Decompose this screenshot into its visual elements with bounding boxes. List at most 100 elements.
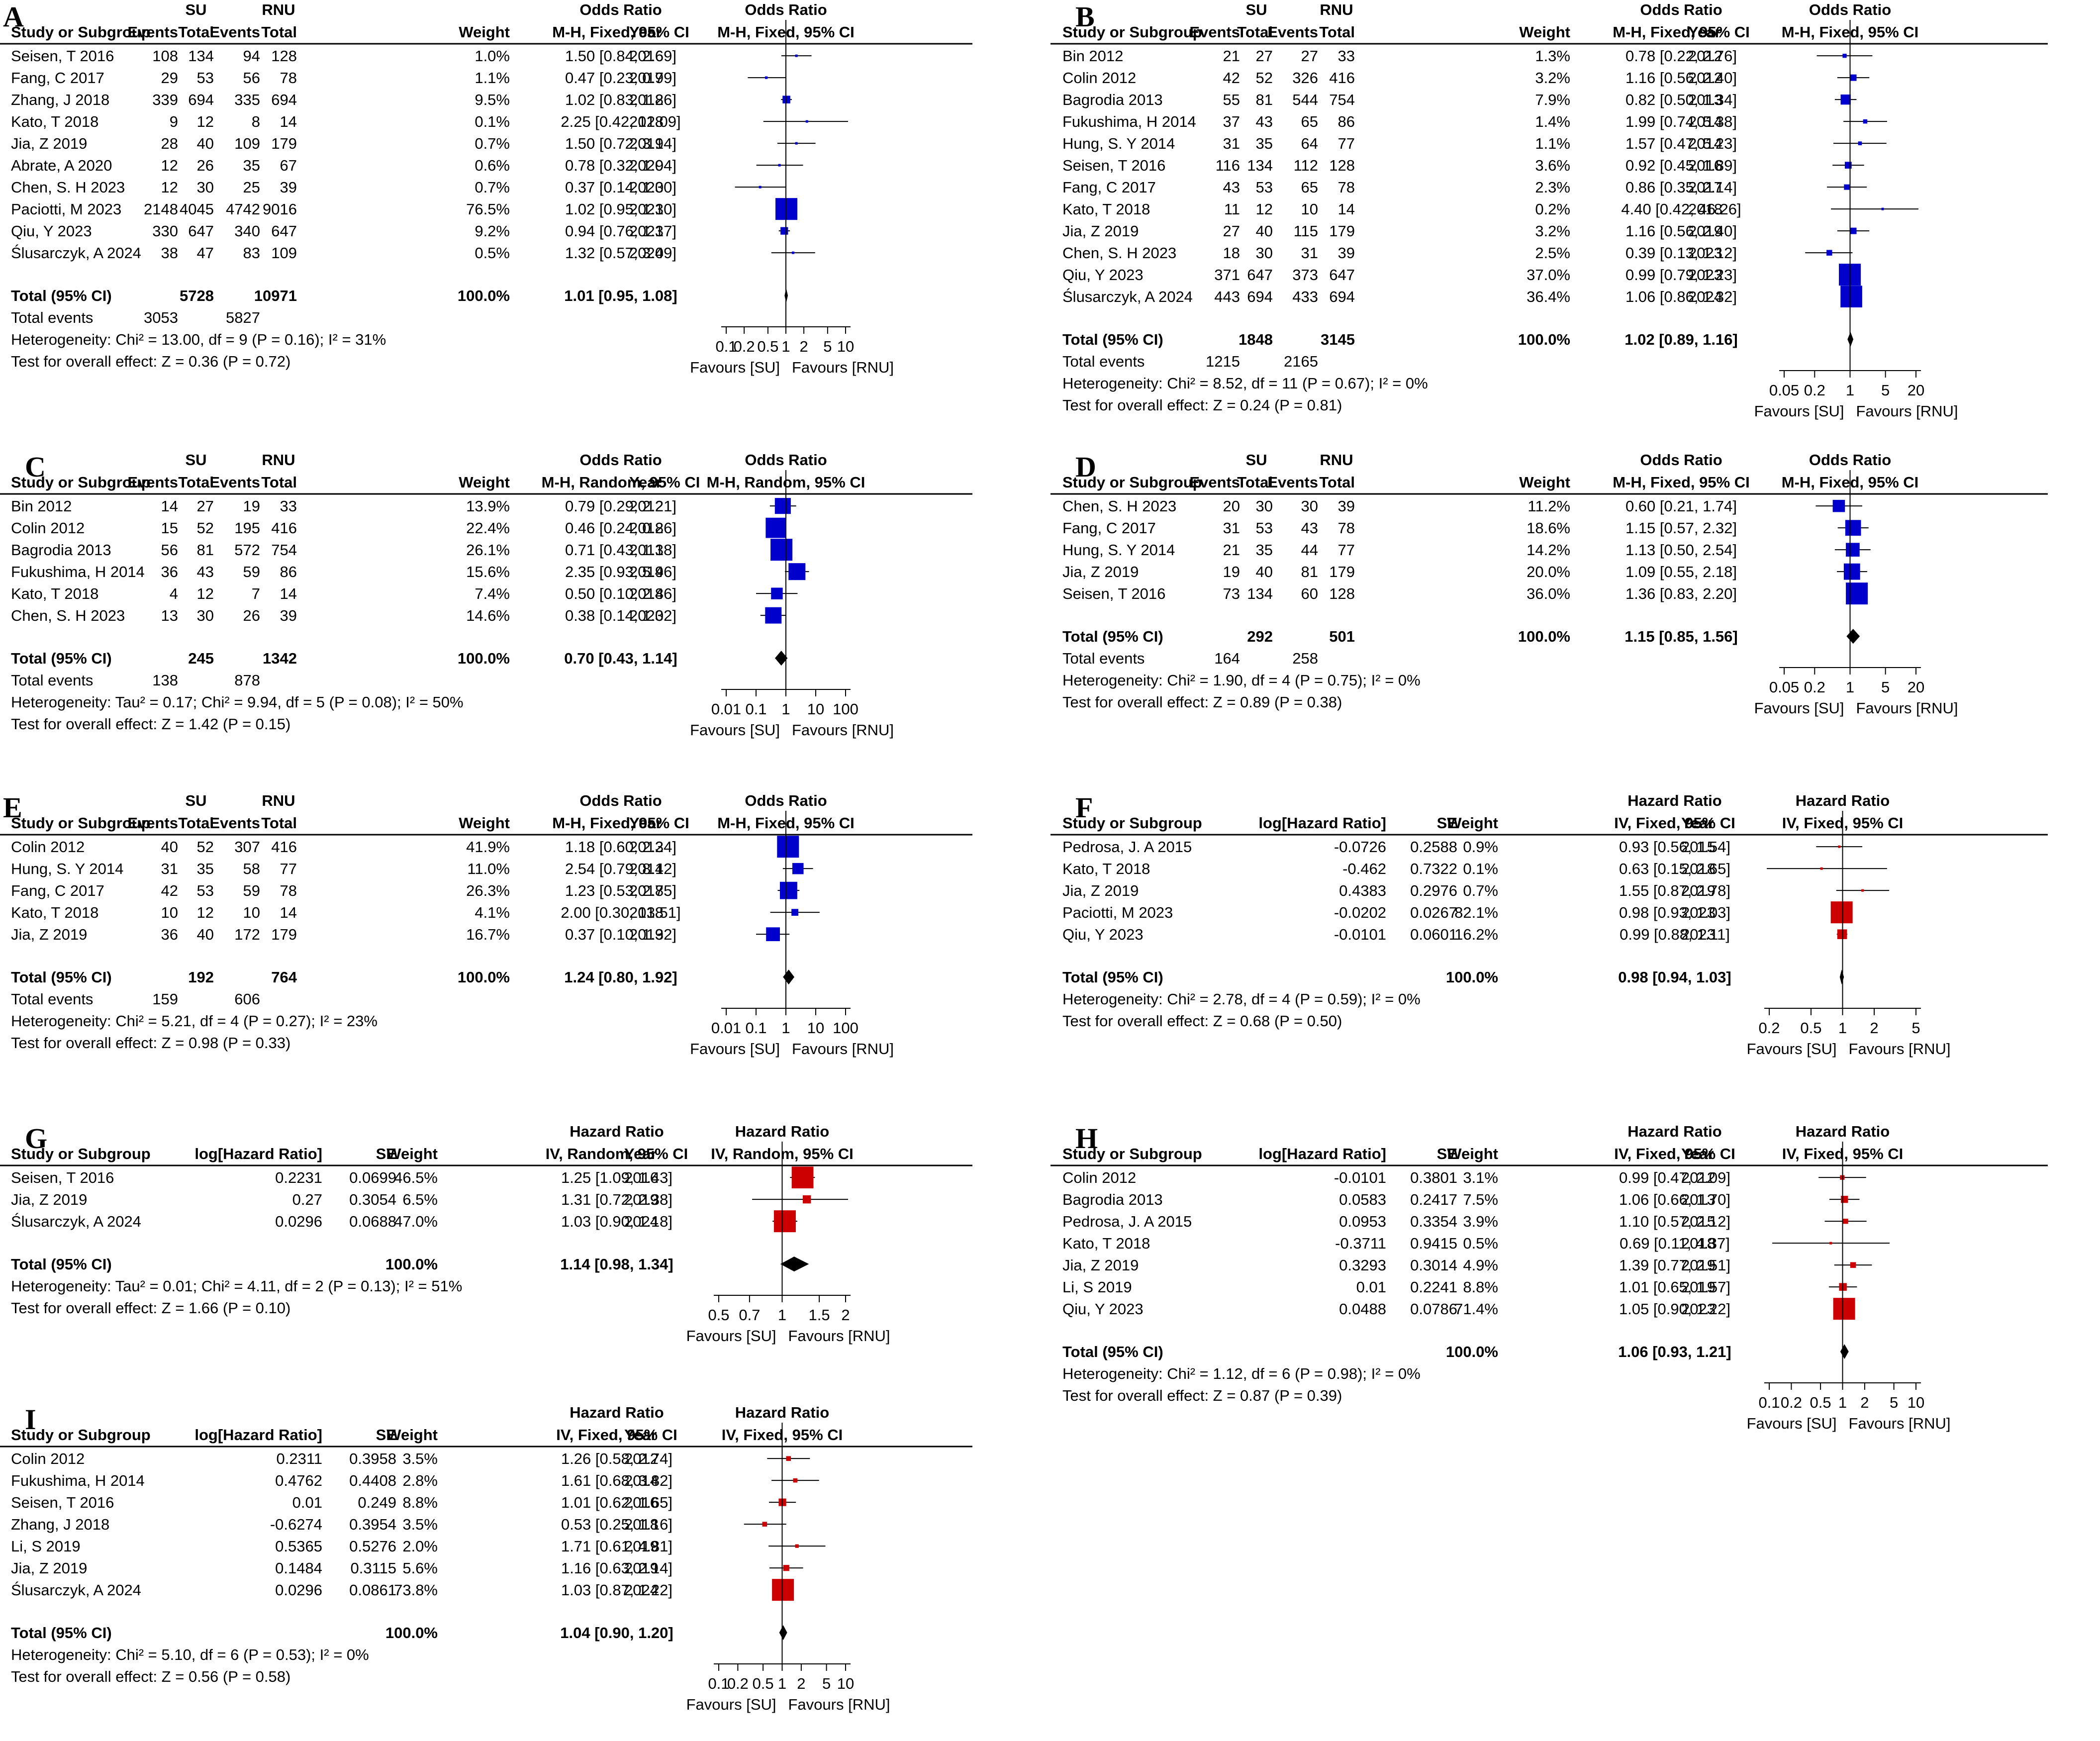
events1-cell: 10 xyxy=(161,904,178,921)
favours-right: Favours [RNU] xyxy=(792,721,894,739)
events2-cell: 307 xyxy=(234,838,260,856)
weight-header: Weight xyxy=(1447,814,1498,832)
total2-cell: 78 xyxy=(280,882,297,899)
study-header: Study or Subgroup xyxy=(11,814,151,832)
weight-cell: 0.7% xyxy=(475,135,510,152)
year-cell: 2023 xyxy=(1681,1300,1716,1318)
estimate-cell: 1.10 [0.57, 2.12] xyxy=(1619,1213,1730,1230)
total-label: Total (95% CI) xyxy=(1062,628,1163,645)
estimate-cell: 0.92 [0.45, 1.89] xyxy=(1625,157,1737,174)
total-diamond xyxy=(783,969,794,985)
se-cell: 0.9415 xyxy=(1410,1235,1457,1252)
total2-cell: 33 xyxy=(280,497,297,515)
overall-effect-text: Test for overall effect: Z = 0.87 (P = 0… xyxy=(1062,1387,1342,1404)
x-tick-label: 100 xyxy=(833,1019,859,1037)
se-cell: 0.0688 xyxy=(349,1213,396,1230)
weight-cell: 47.0% xyxy=(394,1213,438,1230)
year-cell: 2023 xyxy=(629,607,664,624)
total1-cell: 35 xyxy=(1256,541,1273,559)
se-cell: 0.2976 xyxy=(1410,882,1457,899)
study-square xyxy=(777,836,799,858)
events2-cell: 59 xyxy=(243,563,260,580)
study-header: Study or Subgroup xyxy=(11,1145,151,1162)
study-name: Colin 2012 xyxy=(1062,1169,1136,1186)
x-tick-label: 5 xyxy=(823,338,832,355)
year-cell: 2012 xyxy=(1688,69,1722,87)
year-cell: 2014 xyxy=(1688,135,1722,152)
events1-cell: 4 xyxy=(170,585,178,602)
events2-header: Events xyxy=(1267,474,1318,491)
total-diamond xyxy=(779,1625,787,1641)
weight-cell: 14.2% xyxy=(1527,541,1570,559)
group1-header: SU xyxy=(185,1,206,18)
events1-cell: 73 xyxy=(1223,585,1240,602)
study-square xyxy=(1844,162,1852,169)
loghr-cell: -0.0101 xyxy=(1334,926,1386,943)
overall-effect-text: Test for overall effect: Z = 0.68 (P = 0… xyxy=(1062,1012,1342,1030)
study-name: Bagrodia 2013 xyxy=(1062,91,1163,108)
overall-effect-text: Test for overall effect: Z = 1.42 (P = 0… xyxy=(11,715,290,733)
method-header: M-H, Fixed, 95% CI xyxy=(1613,23,1750,41)
total2-cell: 39 xyxy=(280,179,297,196)
events1-cell: 42 xyxy=(161,882,178,899)
weight-header: Weight xyxy=(459,474,510,491)
estimate-cell: 0.93 [0.56, 1.54] xyxy=(1619,838,1730,856)
plot-measure-header: Odds Ratio xyxy=(745,451,827,469)
loghr-cell: 0.01 xyxy=(1356,1278,1386,1296)
total-weight: 100.0% xyxy=(385,1256,438,1273)
weight-header: Weight xyxy=(1447,1145,1498,1162)
loghr-cell: 0.0953 xyxy=(1339,1213,1386,1230)
events2-cell: 58 xyxy=(243,860,260,877)
events2-cell: 4742 xyxy=(226,200,260,218)
heterogeneity-text: Heterogeneity: Chi² = 1.90, df = 4 (P = … xyxy=(1062,672,1421,689)
total1-sum: 5728 xyxy=(180,287,214,304)
study-header: Study or Subgroup xyxy=(1062,1145,1202,1162)
study-name: Bin 2012 xyxy=(1062,47,1123,65)
estimate-cell: 0.99 [0.47, 2.09] xyxy=(1619,1169,1730,1186)
study-square xyxy=(786,1456,791,1461)
total1-cell: 52 xyxy=(197,838,214,856)
se-header: SE xyxy=(376,1145,396,1162)
estimate-cell: 0.63 [0.15, 2.65] xyxy=(1619,860,1730,877)
events1-cell: 339 xyxy=(152,91,178,108)
events2-cell: 43 xyxy=(1301,519,1318,537)
total2-sum: 10971 xyxy=(254,287,297,304)
x-tick-label: 0.2 xyxy=(1804,382,1825,399)
se-cell: 0.3954 xyxy=(349,1516,396,1533)
events1-cell: 31 xyxy=(161,860,178,877)
total-label: Total (95% CI) xyxy=(1062,331,1163,348)
total1-cell: 40 xyxy=(197,135,214,152)
total2-cell: 39 xyxy=(280,607,297,624)
x-tick-label: 0.5 xyxy=(757,338,778,355)
events1-cell: 21 xyxy=(1223,47,1240,65)
measure-header: Odds Ratio xyxy=(579,1,662,18)
year-cell: 2018 xyxy=(629,585,664,602)
measure-header: Hazard Ratio xyxy=(570,1123,664,1140)
events1-cell: 42 xyxy=(1223,69,1240,87)
year-cell: 2013 xyxy=(629,541,664,559)
group2-header: RNU xyxy=(1320,451,1353,469)
x-tick-label: 20 xyxy=(1908,382,1924,399)
events1-cell: 9 xyxy=(170,113,178,130)
year-cell: 2023 xyxy=(629,200,664,218)
loghr-cell: 0.0488 xyxy=(1339,1300,1386,1318)
total1-cell: 40 xyxy=(1256,222,1273,240)
x-tick-label: 0.1 xyxy=(715,338,737,355)
total2-cell: 694 xyxy=(1329,288,1355,305)
x-tick-label: 0.01 xyxy=(711,1019,741,1037)
x-tick-label: 0.2 xyxy=(1781,1394,1802,1411)
x-tick-label: 0.1 xyxy=(708,1675,729,1692)
weight-cell: 0.9% xyxy=(1463,838,1498,856)
total1-cell: 12 xyxy=(197,904,214,921)
total-estimate: 0.70 [0.43, 1.14] xyxy=(564,650,677,667)
study-square xyxy=(791,1166,814,1189)
total1-cell: 27 xyxy=(1256,47,1273,65)
study-name: Jia, Z 2019 xyxy=(1062,1257,1139,1274)
weight-cell: 3.9% xyxy=(1463,1213,1498,1230)
x-tick-label: 1 xyxy=(1838,1019,1847,1037)
study-name: Kato, T 2018 xyxy=(11,585,98,602)
weight-cell: 5.6% xyxy=(402,1559,438,1577)
forest-plot-h: log[Hazard Ratio] SE Study or Subgroup Weig… xyxy=(1050,1123,2048,1432)
estimate-cell: 1.03 [0.90, 1.18] xyxy=(561,1213,672,1230)
